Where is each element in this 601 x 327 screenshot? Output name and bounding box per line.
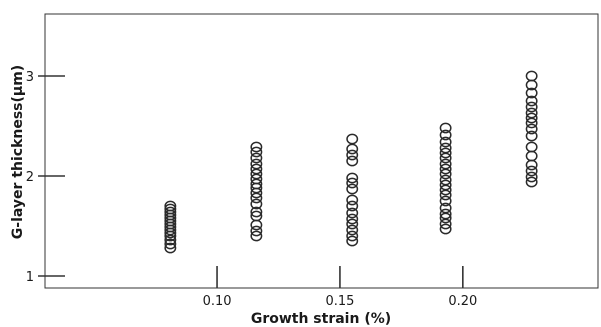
data-point [439,212,452,224]
data-point [250,192,263,204]
data-point [439,195,452,207]
x-axis: 0.10 0.15 0.20 [203,266,477,309]
y-axis: 1 2 3 [26,70,65,285]
data-point [439,129,452,141]
data-point [439,208,452,220]
data-point [346,143,359,155]
data-point [439,158,452,170]
data-point [525,95,538,107]
data-point [439,136,452,148]
data-point [439,202,452,214]
data-point [164,203,177,215]
data-point [164,238,177,250]
x-tick-label: 0.10 [203,294,232,309]
data-point [346,213,359,225]
data-point [250,146,263,158]
data-point [346,207,359,219]
data-point [346,177,359,189]
data-point [346,235,359,247]
data-point [250,206,263,218]
data-point [250,141,263,153]
data-point [525,176,538,188]
data-point [439,179,452,191]
data-point [346,133,359,145]
data-point [346,149,359,161]
data-point [346,224,359,236]
data-points [164,70,538,254]
data-point [346,230,359,242]
data-point [346,155,359,167]
data-point [439,184,452,196]
data-point [439,218,452,230]
data-point [250,168,263,180]
plot-frame [44,13,599,289]
data-point [250,219,263,231]
data-point [439,142,452,154]
data-point [525,165,538,177]
y-tick-label: 3 [26,70,34,85]
data-point [439,223,452,235]
data-point [164,206,177,218]
x-axis-title: Growth strain (%) [251,311,391,327]
data-point [439,163,452,175]
data-point [525,87,538,99]
data-point [525,70,538,82]
data-point [439,174,452,186]
data-point [250,173,263,185]
data-point [164,242,177,254]
data-point [525,117,538,129]
data-point [250,230,263,242]
data-point [250,198,263,210]
data-point [250,152,263,164]
data-point [250,225,263,237]
data-point [439,122,452,134]
data-point [346,218,359,230]
data-point [525,141,538,153]
data-point [525,159,538,171]
data-point [439,152,452,164]
data-point [250,158,263,170]
data-point [250,178,263,190]
data-point [525,130,538,142]
data-point [346,183,359,195]
data-point [525,123,538,135]
y-tick-label: 1 [26,270,34,285]
data-point [346,172,359,184]
data-point [525,107,538,119]
data-point [525,112,538,124]
data-point [439,168,452,180]
y-tick-label: 2 [26,170,34,185]
data-point [250,163,263,175]
x-tick-label: 0.15 [325,294,354,309]
data-point [439,189,452,201]
x-tick-label: 0.20 [448,294,477,309]
data-point [525,150,538,162]
data-point [346,200,359,212]
data-point [525,101,538,113]
data-point [164,234,177,246]
data-point [439,147,452,159]
data-point [346,194,359,206]
data-point [525,171,538,183]
y-axis-title: G-layer thickness(µm) [10,65,26,239]
data-point [250,210,263,222]
data-point [164,200,177,212]
